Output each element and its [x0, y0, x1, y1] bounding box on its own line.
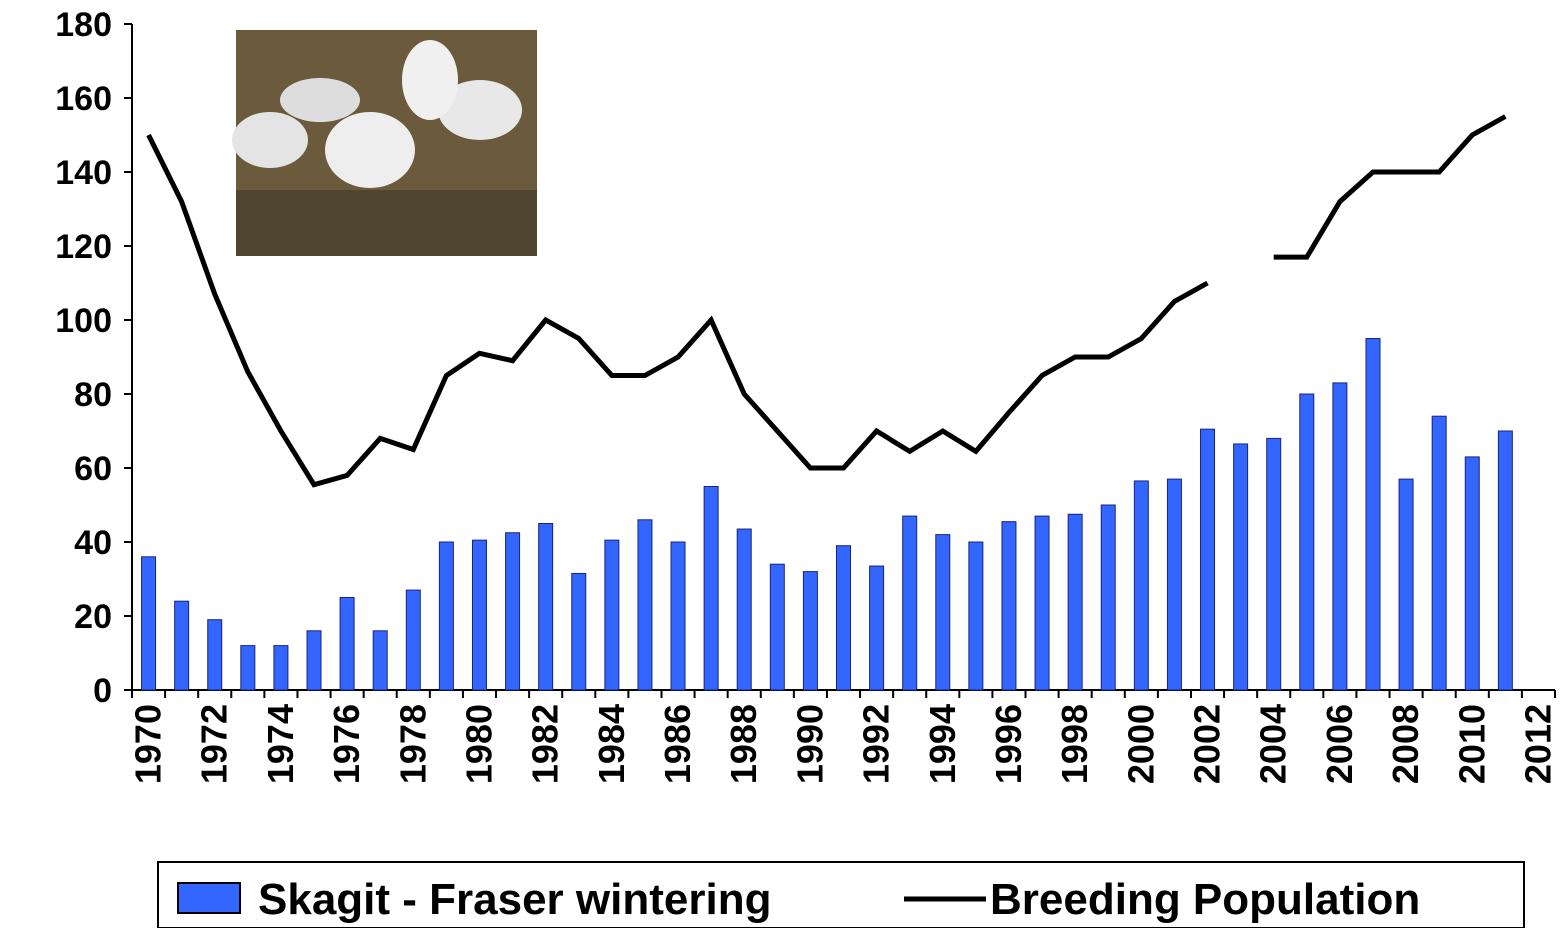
bar	[174, 600, 190, 691]
legend-label: Breeding Population	[990, 875, 1420, 924]
bar	[1332, 382, 1348, 691]
bar	[1365, 338, 1381, 691]
y-tick-label: 80	[74, 376, 112, 414]
x-tick-label: 1976	[326, 704, 367, 784]
bar	[505, 532, 521, 691]
y-tick-label: 160	[55, 80, 112, 118]
photo-goose	[438, 80, 522, 140]
line	[146, 114, 1507, 488]
bar	[1398, 478, 1414, 691]
y-tick-label: 20	[74, 598, 112, 636]
x-tick-label: 1984	[591, 704, 632, 784]
x-tick-label: 1974	[260, 704, 301, 784]
photo-goose	[280, 78, 360, 122]
x-tick-label: 2008	[1385, 704, 1426, 784]
bar	[604, 539, 620, 691]
bar	[703, 486, 719, 691]
y-tick-label: 180	[55, 6, 112, 44]
x-tick-label: 2000	[1120, 704, 1161, 784]
x-tick-label: 1996	[988, 704, 1029, 784]
x-tick-label: 2002	[1187, 704, 1228, 784]
y-tick-label: 120	[55, 228, 112, 266]
bar	[1001, 521, 1017, 691]
bar	[802, 571, 818, 691]
bar	[869, 565, 885, 691]
y-tick-label: 0	[93, 672, 112, 710]
x-tick-label: 1970	[128, 704, 169, 784]
x-tick-label: 1998	[1054, 704, 1095, 784]
x-tick-label: 1972	[194, 704, 235, 784]
bar	[935, 534, 951, 691]
x-tick-label: 1986	[657, 704, 698, 784]
legend-box	[157, 861, 1525, 928]
bar	[1100, 504, 1116, 691]
legend-label: Skagit - Fraser wintering	[258, 875, 771, 924]
y-tick-label: 140	[55, 154, 112, 192]
bar	[1266, 437, 1282, 691]
legend-swatch	[177, 882, 241, 914]
bar	[273, 645, 289, 691]
bar	[405, 589, 421, 691]
bar	[670, 541, 686, 691]
bar	[1200, 428, 1216, 691]
bar	[902, 515, 918, 691]
x-tick-label: 2010	[1451, 704, 1492, 784]
x-tick-label: 1992	[856, 704, 897, 784]
bar	[968, 541, 984, 691]
x-tick-label: 2004	[1253, 704, 1294, 784]
bar	[207, 619, 223, 691]
x-tick-label: 1980	[458, 704, 499, 784]
bar	[538, 523, 554, 691]
bar	[1166, 478, 1182, 691]
bar	[836, 545, 851, 691]
bar	[471, 539, 487, 691]
bar	[372, 630, 388, 691]
y-tick-label: 60	[74, 450, 112, 488]
bar	[1233, 443, 1249, 691]
photo-goose	[232, 112, 308, 168]
photo-ground	[236, 190, 537, 256]
bar	[1299, 393, 1315, 691]
bar	[736, 528, 752, 691]
bar	[769, 563, 785, 691]
bar	[438, 541, 454, 691]
x-tick-label: 1994	[922, 704, 963, 784]
x-tick-label: 1988	[723, 704, 764, 784]
bar	[637, 519, 653, 691]
bar	[1067, 513, 1083, 691]
y-tick-label: 40	[74, 524, 112, 562]
bar	[1464, 456, 1480, 691]
photo-goose	[325, 112, 415, 188]
x-tick-label: 1982	[525, 704, 566, 784]
bar	[1497, 430, 1513, 691]
bar	[571, 572, 587, 691]
x-tick-label: 2006	[1319, 704, 1360, 784]
photo-goose	[402, 40, 458, 120]
bar	[339, 597, 355, 691]
bar	[1431, 415, 1447, 691]
x-tick-label: 2012	[1517, 704, 1558, 784]
bar	[1133, 480, 1149, 691]
bar	[306, 630, 322, 691]
x-tick-label: 1990	[789, 704, 830, 784]
bar	[141, 556, 157, 691]
bar	[240, 645, 256, 691]
bar	[1034, 515, 1050, 691]
y-tick-label: 100	[55, 302, 112, 340]
x-tick-label: 1978	[392, 704, 433, 784]
